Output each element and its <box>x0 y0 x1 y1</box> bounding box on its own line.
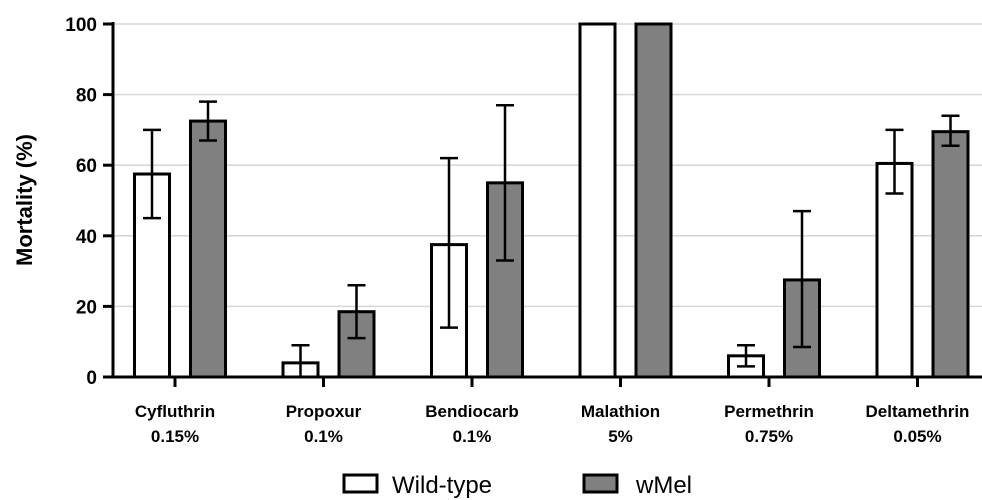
x-category-concentration: 0.1% <box>304 427 343 446</box>
y-axis-title: Mortality (%) <box>12 134 37 266</box>
x-category-name: Deltamethrin <box>866 402 970 421</box>
y-tick-label: 100 <box>65 15 97 36</box>
bars <box>133 22 970 379</box>
legend-swatch-wmel <box>582 473 619 494</box>
x-category-name: Malathion <box>581 402 660 421</box>
bar-wmel <box>931 130 970 379</box>
y-tick-label: 0 <box>86 368 97 389</box>
error-bars <box>143 100 960 379</box>
y-tick-label: 80 <box>76 86 97 107</box>
x-category-concentration: 0.05% <box>893 427 941 446</box>
legend: Wild-type wMel <box>342 472 692 499</box>
legend-label: Wild-type <box>392 472 492 499</box>
x-category-name: Propoxur <box>286 402 362 421</box>
x-category-name: Permethrin <box>724 402 814 421</box>
x-category-concentration: 0.75% <box>745 427 793 446</box>
x-category-concentration: 0.15% <box>151 427 199 446</box>
y-tick-label: 20 <box>76 297 97 318</box>
x-category-concentration: 0.1% <box>453 427 492 446</box>
x-category-name: Bendiocarb <box>425 402 519 421</box>
y-tick-label: 60 <box>76 156 97 177</box>
bar-wmel <box>634 22 673 379</box>
x-category-concentration: 5% <box>608 427 633 446</box>
bar-wild-type <box>875 161 914 379</box>
bar-wild-type <box>578 22 617 379</box>
y-tick-label: 40 <box>76 227 97 248</box>
bar-wmel <box>189 119 227 379</box>
y-tick-labels: 0 20 40 60 80 100 <box>65 15 97 389</box>
x-category-labels: Cyfluthrin 0.15% Propoxur 0.1% Bendiocarb 0.1… <box>135 402 970 446</box>
legend-swatch-wild-type <box>342 473 379 494</box>
x-category-name: Cyfluthrin <box>135 402 215 421</box>
gridlines <box>113 23 982 308</box>
axes <box>103 22 982 387</box>
legend-label: wMel <box>635 472 692 499</box>
